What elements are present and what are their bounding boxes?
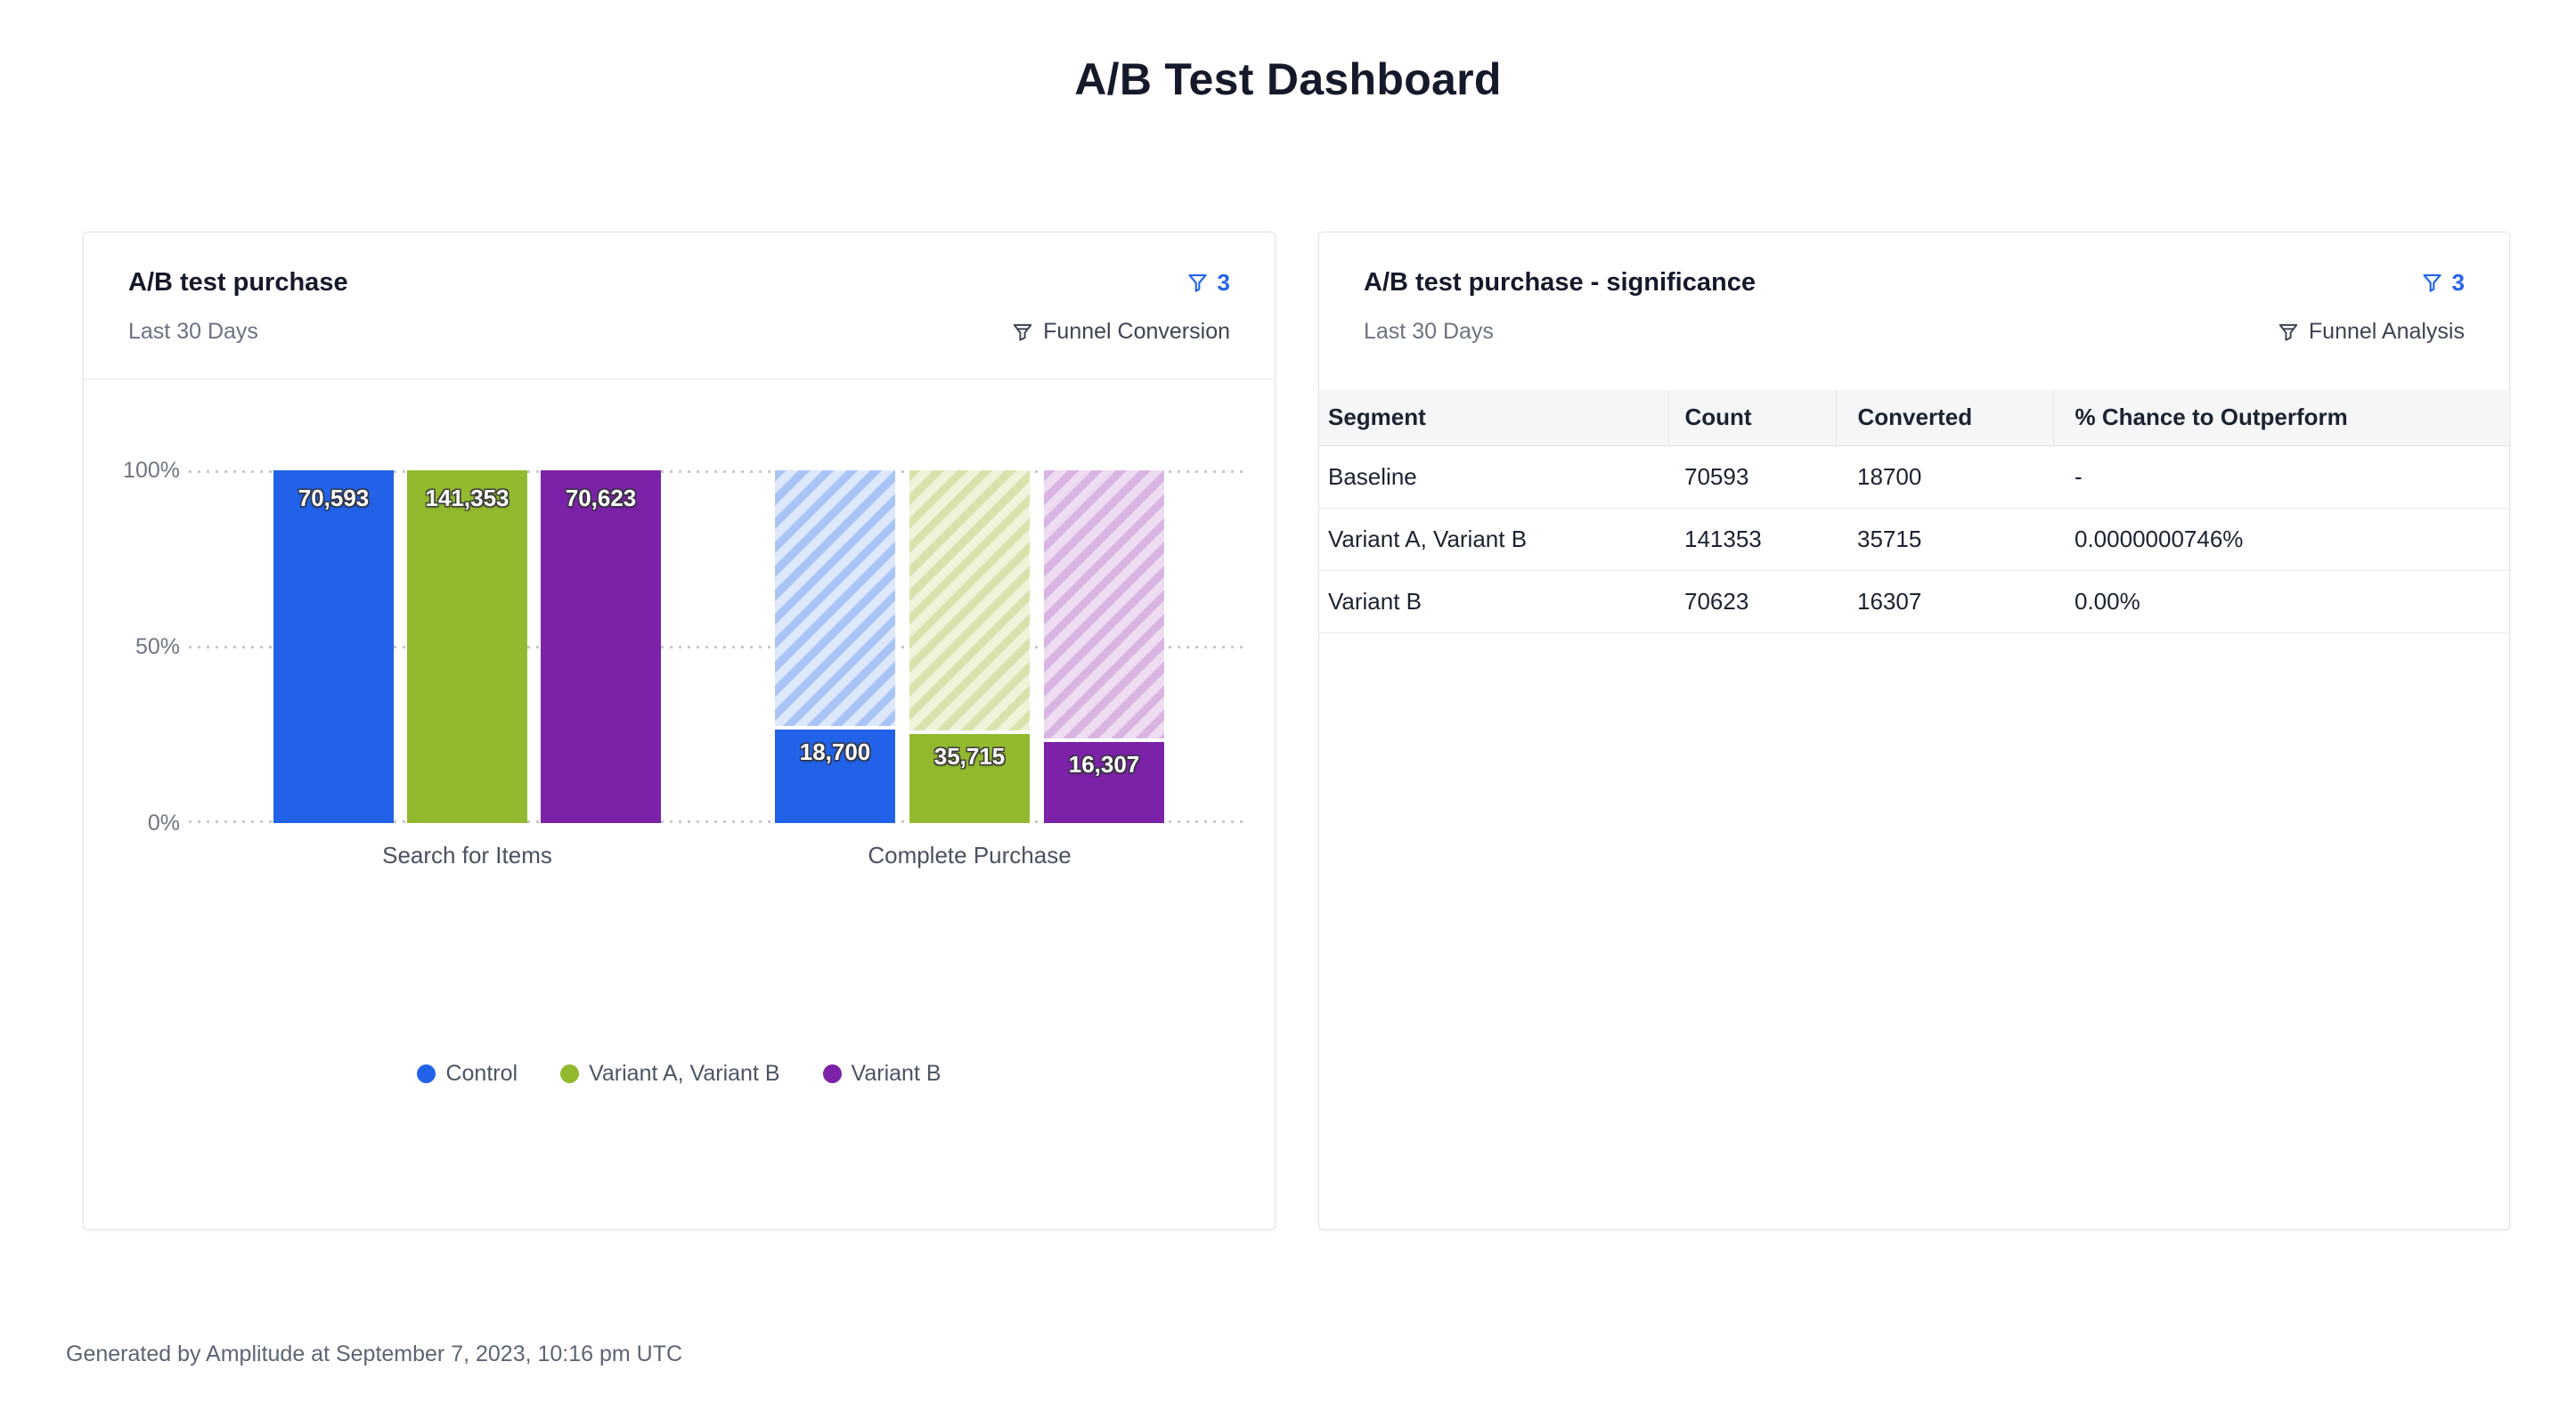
table-header-row: Segment Count Converted % Chance to Outp…: [1319, 390, 2509, 446]
table-cell: 35715: [1836, 508, 2053, 571]
column-header-segment: Segment: [1319, 390, 1668, 446]
bar-converted-segment: 16,307: [1044, 742, 1164, 823]
legend-dot: [417, 1064, 436, 1083]
bar-value-label: 70,593: [298, 485, 370, 511]
bar-step1-control[interactable]: 70,593: [273, 470, 394, 823]
bar-group-search: 70,593 141,353 70,623: [273, 470, 661, 823]
category-label-search: Search for Items: [382, 842, 552, 868]
table-row: Variant B 70623 16307 0.00%: [1319, 570, 2509, 633]
gridline-50: [189, 646, 1245, 648]
bar-unconverted-hatch: [909, 470, 1030, 730]
filter-count: 3: [1217, 269, 1230, 296]
date-range-label: Last 30 Days: [1364, 319, 1494, 344]
chart-type-label: Funnel Conversion: [1043, 319, 1230, 344]
legend-item-variant-b[interactable]: Variant B: [822, 1061, 942, 1087]
gridline-0: [189, 820, 1245, 823]
table-cell: Variant A, Variant B: [1319, 508, 1668, 571]
legend-label: Control: [445, 1061, 518, 1086]
table-cell: 0.00%: [2053, 570, 2509, 633]
category-label-purchase: Complete Purchase: [868, 842, 1072, 868]
date-range-label: Last 30 Days: [128, 319, 258, 344]
bar-group-purchase: 18,700 35,715 16,307: [775, 470, 1164, 823]
bar-step1-variant-b[interactable]: 70,623: [541, 470, 661, 823]
bar-value-label: 16,307: [1068, 751, 1140, 778]
bar-step2-variant-a-b[interactable]: 35,715: [909, 470, 1030, 823]
legend-item-control[interactable]: Control: [417, 1061, 518, 1087]
legend-dot: [822, 1064, 842, 1083]
table-cell: Baseline: [1319, 445, 1668, 509]
filter-funnel-icon: [1186, 271, 1210, 295]
gridline-100: [189, 470, 1245, 473]
funnel-conversion-card: A/B test purchase 3 Last 30 Days Funnel …: [83, 232, 1276, 1230]
column-header-converted: Converted: [1835, 390, 2053, 446]
filter-funnel-icon: [2420, 271, 2444, 295]
legend-dot: [560, 1064, 580, 1083]
card-header: A/B test purchase 3 Last 30 Days Funnel …: [84, 232, 1275, 379]
table-cell: 70593: [1668, 445, 1836, 509]
card-title: A/B test purchase: [128, 268, 348, 297]
filter-button[interactable]: 3: [2420, 269, 2465, 297]
table-cell: Variant B: [1319, 570, 1668, 633]
table-cell: 18700: [1836, 445, 2053, 509]
legend-label: Variant A, Variant B: [589, 1061, 780, 1086]
table-cell: 70623: [1668, 570, 1836, 633]
table-cell: 0.0000000746%: [2053, 508, 2509, 571]
table-row: Baseline 70593 18700-: [1319, 445, 2509, 509]
table-row: Variant A, Variant B 141353 35715 0.0000000…: [1319, 508, 2509, 571]
table-cell: 16307: [1836, 570, 2053, 633]
table-cell: -: [2053, 445, 2509, 509]
chart-type-button[interactable]: Funnel Conversion: [1011, 319, 1230, 345]
card-title: A/B test purchase - significance: [1364, 268, 1756, 297]
bar-step2-control[interactable]: 18,700: [775, 470, 895, 823]
bar-converted-segment: 35,715: [909, 734, 1030, 823]
bar-step1-variant-a-b[interactable]: 141,353: [407, 470, 527, 823]
column-header-chance: % Chance to Outperform: [2052, 390, 2509, 446]
legend-item-variant-a-b[interactable]: Variant A, Variant B: [560, 1061, 780, 1087]
report-footer: Generated by Amplitude at September 7, 2…: [66, 1341, 683, 1366]
bar-unconverted-hatch: [775, 470, 895, 726]
chart-type-button[interactable]: Funnel Analysis: [2277, 319, 2465, 345]
chart-type-label: Funnel Analysis: [2308, 319, 2465, 344]
bar-converted-segment: 18,700: [775, 730, 895, 823]
significance-table: Segment Count Converted % Chance to Outp…: [1319, 390, 2509, 633]
y-axis-tick-0: 0%: [147, 811, 180, 836]
card-header: A/B test purchase - significance 3 Last …: [1319, 232, 2509, 345]
page-title: A/B Test Dashboard: [1074, 54, 1502, 104]
bar-value-label: 18,700: [799, 738, 871, 765]
y-axis-tick-100: 100%: [123, 458, 180, 483]
legend-label: Variant B: [851, 1061, 942, 1086]
y-axis-tick-50: 50%: [135, 634, 180, 659]
significance-card: A/B test purchase - significance 3 Last …: [1318, 232, 2510, 1230]
bar-value-label: 35,715: [933, 743, 1006, 770]
table-cell: 141353: [1668, 508, 1836, 571]
bar-unconverted-hatch: [1044, 470, 1164, 738]
column-header-count: Count: [1667, 390, 1836, 446]
bar-step2-variant-b[interactable]: 16,307: [1044, 470, 1164, 823]
bar-value-label: 141,353: [425, 485, 509, 511]
funnel-icon: [2277, 321, 2300, 344]
filter-count: 3: [2451, 269, 2465, 296]
funnel-icon: [1011, 321, 1034, 344]
chart-legend: Control Variant A, Variant B Variant B: [84, 1061, 1275, 1087]
plot-area: 70,593 141,353 70,623 18,700 35,715 16,307: [189, 470, 1245, 823]
bar-value-label: 70,623: [565, 485, 637, 511]
filter-button[interactable]: 3: [1186, 269, 1230, 297]
